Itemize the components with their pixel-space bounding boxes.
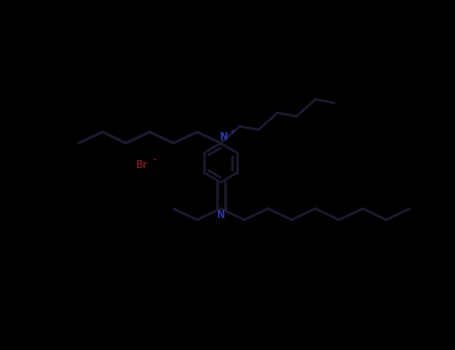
Text: N: N	[217, 210, 225, 220]
Text: Br: Br	[135, 160, 147, 169]
Text: -: -	[153, 154, 157, 164]
Text: +: +	[230, 128, 235, 135]
Text: N: N	[219, 132, 228, 142]
